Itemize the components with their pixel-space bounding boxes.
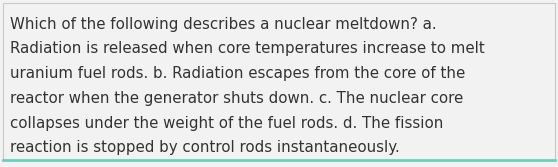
Text: reactor when the generator shuts down. c. The nuclear core: reactor when the generator shuts down. c… [10, 91, 463, 106]
Text: reaction is stopped by control rods instantaneously.: reaction is stopped by control rods inst… [10, 140, 400, 155]
Text: collapses under the weight of the fuel rods. d. The fission: collapses under the weight of the fuel r… [10, 116, 444, 131]
FancyBboxPatch shape [3, 3, 555, 160]
Text: Radiation is released when core temperatures increase to melt: Radiation is released when core temperat… [10, 41, 485, 56]
Text: Which of the following describes a nuclear meltdown? a.: Which of the following describes a nucle… [10, 17, 437, 32]
Text: uranium fuel rods. b. Radiation escapes from the core of the: uranium fuel rods. b. Radiation escapes … [10, 66, 465, 81]
